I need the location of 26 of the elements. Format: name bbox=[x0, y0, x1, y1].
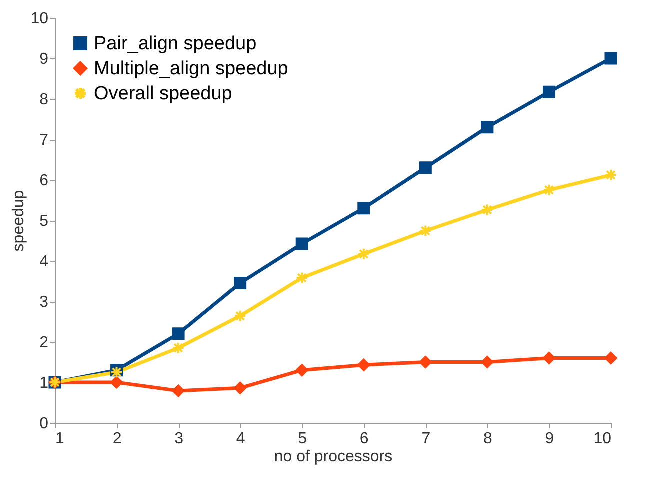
x-tick-label: 9 bbox=[545, 430, 554, 448]
y-tick-label: 9 bbox=[40, 51, 49, 68]
x-tick-label: 3 bbox=[174, 430, 184, 448]
y-tick-label: 0 bbox=[40, 416, 49, 432]
x-tick-label: 8 bbox=[483, 430, 492, 448]
x-tick-label: 2 bbox=[112, 430, 122, 448]
y-tick-label: 8 bbox=[40, 92, 49, 108]
legend-label: Pair_align speedup bbox=[94, 34, 257, 54]
y-tick-label: 5 bbox=[40, 213, 49, 230]
x-tick-label: 1 bbox=[56, 430, 64, 448]
x-tick-label: 4 bbox=[236, 430, 246, 448]
y-tick-label: 3 bbox=[40, 294, 49, 311]
y-tick-label: 10 bbox=[30, 10, 49, 28]
y-axis-title: speedup bbox=[10, 190, 28, 252]
x-tick-label: 5 bbox=[298, 430, 308, 448]
y-tick-label: 6 bbox=[40, 172, 49, 190]
y-tick-label: 1 bbox=[40, 375, 49, 392]
x-axis-title: no of processors bbox=[274, 448, 393, 466]
y-tick-label: 4 bbox=[40, 254, 49, 270]
y-tick-label: 2 bbox=[40, 334, 49, 352]
x-tick-label: 6 bbox=[360, 430, 369, 448]
legend-label: Overall speedup bbox=[94, 84, 232, 104]
y-tick-label: 7 bbox=[40, 132, 49, 149]
legend-label: Multiple_align speedup bbox=[94, 58, 288, 80]
x-tick-label: 7 bbox=[422, 430, 431, 448]
x-tick-label: 10 bbox=[594, 430, 612, 448]
